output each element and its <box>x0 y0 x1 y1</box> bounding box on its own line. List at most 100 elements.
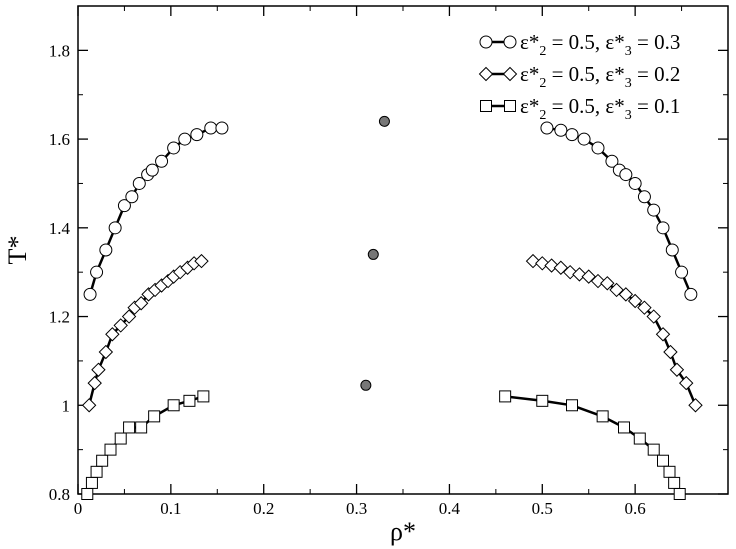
legend-label-part: 3 <box>625 44 632 59</box>
x-tick-label: 0.4 <box>439 499 461 518</box>
series-1-point <box>167 141 181 155</box>
series-3-point <box>104 443 117 456</box>
series-2-point <box>609 282 624 298</box>
series-3-point <box>183 394 196 407</box>
legend-label-part: 3 <box>625 108 632 123</box>
series-2-point <box>669 362 685 377</box>
series-1-point <box>565 128 579 142</box>
series-3-point <box>618 421 630 434</box>
legend-marker <box>504 100 516 112</box>
series-2-point <box>194 253 209 269</box>
series-1-point <box>637 190 651 204</box>
x-tick-label: 0.2 <box>253 499 274 518</box>
series-2-point <box>91 362 106 377</box>
series-1-point <box>591 141 605 155</box>
series-3-point <box>167 399 180 412</box>
series-3-point <box>114 432 127 445</box>
series-1-point <box>656 221 670 235</box>
legend-label-part: = 0.3 <box>632 30 681 54</box>
legend-label-part: 2 <box>539 108 546 123</box>
legend-label: ε*2 = 0.5, ε*3 = 0.1 <box>520 94 680 123</box>
legend-label-part: ε* <box>520 94 539 118</box>
legend-label-part: = 0.2 <box>632 62 681 86</box>
series-2-point <box>113 318 128 333</box>
legend-label-part: = 0.5, ε* <box>546 30 624 54</box>
y-tick-label: 1.6 <box>49 130 70 149</box>
legend-label-part: 3 <box>625 76 632 91</box>
series-1-point <box>675 265 689 279</box>
y-tick-label: 1.4 <box>49 219 71 238</box>
legend-label: ε*2 = 0.5, ε*3 = 0.2 <box>520 62 680 91</box>
series-1-point <box>132 176 146 190</box>
series-2-point <box>553 260 569 275</box>
series-3-point <box>123 421 136 434</box>
series-2-point <box>98 344 114 360</box>
legend-label-part: = 0.1 <box>632 94 681 118</box>
series-2-point <box>121 309 137 324</box>
series-3-point <box>647 443 660 456</box>
legend-label-part: 2 <box>539 76 546 91</box>
critical-point <box>367 248 379 260</box>
legend-entry-1: ε*2 = 0.5, ε*3 = 0.3 <box>479 30 680 59</box>
series-2 <box>81 253 703 413</box>
series-1-point <box>83 287 97 301</box>
series-1-point <box>125 190 139 204</box>
y-tick-label: 1 <box>62 396 71 415</box>
legend-entry-3: ε*2 = 0.5, ε*3 = 0.1 <box>480 94 680 123</box>
series-3-point <box>673 488 686 500</box>
series-2-point <box>688 398 703 413</box>
series-1-point <box>204 121 218 135</box>
series-2-point <box>679 375 694 391</box>
series-1-point <box>605 154 619 168</box>
series-1-point <box>619 168 633 182</box>
x-tick-label: 0.5 <box>532 499 553 518</box>
series-1-point <box>554 123 568 137</box>
legend-label-part: = 0.5, ε* <box>546 62 624 86</box>
series-1-point <box>108 221 122 235</box>
series-2-point <box>655 327 671 342</box>
series-3-point <box>85 476 98 489</box>
x-axis-title: ρ* <box>390 517 416 546</box>
series-2-right-line <box>532 259 697 406</box>
legend-label-part: 2 <box>539 44 546 59</box>
series-1-point <box>628 176 642 190</box>
series-3 <box>81 390 686 500</box>
series-2-point <box>637 300 652 315</box>
critical-point <box>360 379 372 391</box>
series-2-point <box>663 344 678 360</box>
series-1-point <box>117 199 131 213</box>
series-3-point <box>657 454 669 467</box>
x-tick-label: 0.1 <box>160 499 181 518</box>
legend-marker <box>502 66 518 82</box>
series-2-point <box>600 276 615 291</box>
y-tick-label: 1.2 <box>49 308 70 327</box>
legend-marker <box>478 66 494 82</box>
legend-marker <box>503 35 517 49</box>
series-2-point <box>646 309 661 324</box>
series-1-point <box>90 265 104 279</box>
legend-label: ε*2 = 0.5, ε*3 = 0.3 <box>520 30 680 59</box>
series-2-point <box>105 327 120 342</box>
series-layer <box>81 121 703 500</box>
series-1-point <box>178 132 192 146</box>
series-3-point <box>90 465 103 478</box>
series-3-point <box>536 394 549 407</box>
critical-points <box>360 115 390 391</box>
axis-ticks: 0 0.1 0.2 0.3 0.4 0.5 0.6 0.8 1 1.2 1.4 1.6 1.8 <box>49 6 728 518</box>
series-3-point <box>499 390 512 403</box>
legend-marker <box>479 35 493 49</box>
legend-label-part: = 0.5, ε* <box>546 94 624 118</box>
x-tick-label: 0.3 <box>346 499 367 518</box>
series-1-point <box>665 243 679 257</box>
series-1-point <box>99 243 113 257</box>
series-3-point <box>596 410 609 423</box>
series-1-point <box>155 154 169 168</box>
series-2-point <box>87 375 102 391</box>
series-3-point <box>135 421 148 434</box>
series-1-point <box>577 132 591 146</box>
y-axis-title: T* <box>3 236 32 265</box>
series-1-point <box>684 287 698 301</box>
series-2-point <box>133 296 149 311</box>
legend-label-part: ε* <box>520 62 539 86</box>
series-1-left-line <box>88 126 222 295</box>
